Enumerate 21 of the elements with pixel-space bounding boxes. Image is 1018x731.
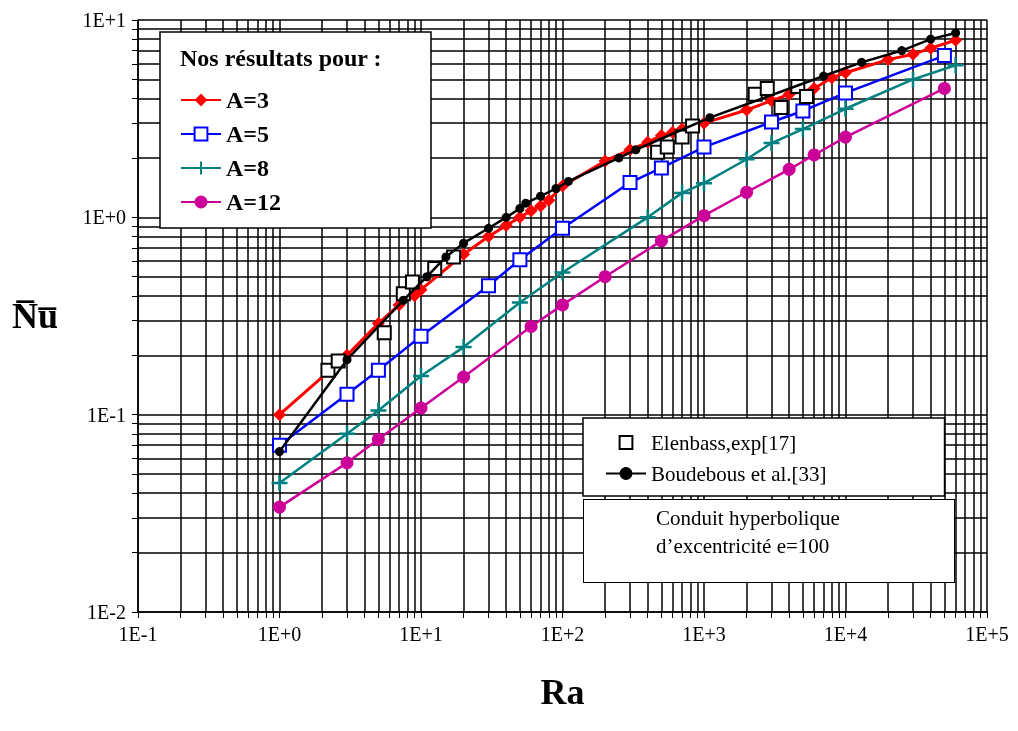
x-tick-label: 1E+0 (257, 623, 302, 645)
legend-title: Nos résultats pour : (180, 45, 382, 71)
y-tick-label: 1E+1 (82, 9, 126, 31)
x-tick-label: 1E+3 (682, 623, 726, 645)
y-tick-label: 1E+0 (82, 206, 126, 229)
x-tick-label: 1E+5 (965, 623, 1009, 645)
legend-label: A=3 (226, 87, 270, 113)
legend-label: Elenbass,exp[17] (651, 430, 797, 455)
x-axis-title: Ra (540, 672, 585, 712)
y-tick-label: 1E-2 (87, 601, 126, 623)
x-tick-label: 1E+2 (540, 623, 585, 645)
legend-label: A=12 (226, 189, 282, 215)
legend-label: A=5 (226, 121, 270, 147)
legend-label: Boudebous et al.[33] (651, 461, 827, 486)
legend-label: A=8 (226, 155, 270, 181)
y-axis-title: N̅u̅ (11, 296, 58, 336)
y-tick-label: 1E-1 (87, 403, 126, 426)
x-tick-label: 1E+1 (399, 623, 443, 645)
x-tick-label: 1E-1 (118, 623, 158, 645)
x-tick-label: 1E+4 (823, 623, 868, 645)
note-box: Conduit hyperbolique d’excentricité e=100 (583, 499, 955, 583)
